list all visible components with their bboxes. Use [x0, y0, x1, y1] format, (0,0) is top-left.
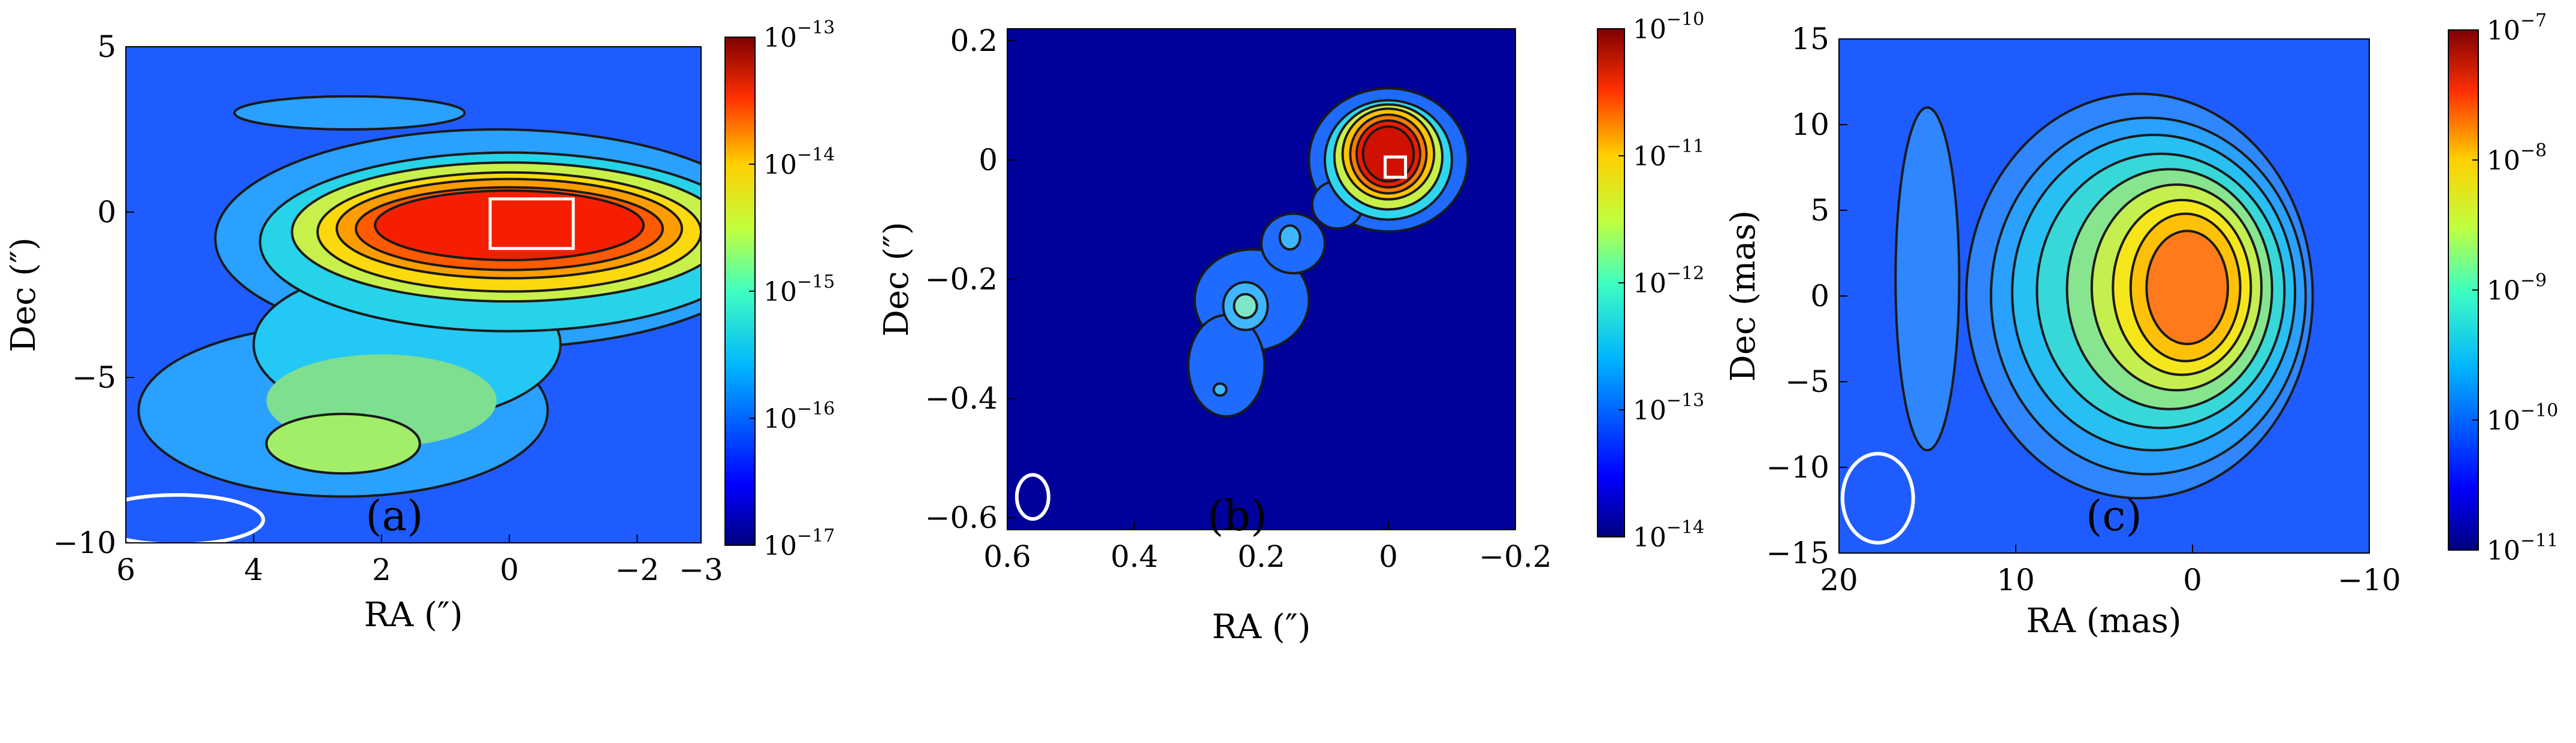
x-tick-label: −10: [2338, 563, 2401, 597]
x-tick-label: 0.6: [983, 539, 1031, 574]
x-tick-label: 4: [244, 552, 263, 587]
colorbar-tick-label: 10−9: [2487, 270, 2547, 306]
x-tick-label: 0.4: [1110, 539, 1158, 574]
y-tick-label: −10: [1766, 450, 1829, 485]
x-tick-label: 0: [500, 552, 519, 587]
contour-level-8: [1278, 224, 1301, 251]
y-tick-label: 0.2: [950, 23, 998, 58]
y-tick-label: −15: [1766, 536, 1829, 570]
panel-label-b: (b): [1207, 491, 1267, 540]
colorbar-tick-label: 10−12: [1633, 263, 1704, 299]
plot-frame: [125, 46, 702, 543]
panel-a: 6 4 2 0 −2 −3 5 0 −5 −10 RA (″) Dec (″) 10−17 10−16 10…: [0, 0, 859, 743]
x-tick-label: 0: [2183, 563, 2202, 597]
y-axis-label: Dec (mas): [1724, 210, 1763, 382]
y-tick-label: −10: [53, 525, 116, 560]
x-tick-label: −0.2: [1479, 539, 1551, 574]
y-tick-label: 15: [1791, 22, 1829, 56]
x-tick-label: 6: [116, 552, 135, 587]
x-tick-label: 0: [1379, 539, 1398, 574]
colorbar-tick-label: 10−16: [763, 398, 835, 434]
x-tick-label: −3: [679, 552, 723, 587]
chart-a: 6 4 2 0 −2 −3 5 0 −5 −10 RA (″) Dec (″) 10−17 10−16 10…: [4, 17, 835, 635]
colorbar-tick-label: 10−7: [2487, 10, 2547, 46]
contour-level-1: [1894, 106, 1961, 452]
beam-ellipse: [1014, 473, 1050, 521]
panel-label-c: (c): [2086, 491, 2142, 540]
colorbar-tick-label: 10−10: [1633, 9, 1704, 45]
x-tick-label: −2: [615, 552, 659, 587]
colorbar-tick-label: 10−15: [763, 271, 835, 307]
colorbar-tick-label: 10−11: [1633, 136, 1704, 172]
y-tick-label: −5: [72, 360, 116, 395]
contour-level-15: [1361, 125, 1415, 183]
panel-c: 20 10 0 −10 15 10 5 0 −5 −10 −15 RA (mas) Dec (mas) 1…: [1717, 0, 2576, 743]
x-tick-label: 20: [1820, 563, 1858, 597]
contour-level-7: [265, 412, 421, 475]
y-tick-label: 5: [1810, 193, 1829, 228]
colorbar-tick-label: 10−13: [1633, 390, 1704, 426]
y-tick-label: −0.4: [925, 381, 998, 416]
beam-ellipse: [1840, 452, 1915, 545]
colorbar-tick-label: 10−8: [2487, 140, 2547, 176]
contour-layer: [1014, 87, 1469, 521]
colorbar-tick-label: 10−14: [1633, 517, 1704, 553]
x-tick-label: 10: [1997, 563, 2035, 597]
y-tick-label: 0: [97, 195, 116, 229]
x-tick-label: 0.2: [1237, 539, 1285, 574]
chart-b: 0.6 0.4 0.2 0 −0.2 0.2 0 −0.2 −0.4 −0.6 RA (″) Dec …: [877, 9, 1704, 647]
contour-level-10: [2145, 229, 2230, 346]
colorbar-tick-label: 10−17: [763, 525, 835, 561]
y-tick-label: 0: [979, 143, 998, 177]
colorbar-tick-label: 10−10: [2487, 400, 2558, 436]
y-tick-label: 10: [1791, 107, 1829, 142]
contour-layer: [126, 95, 701, 543]
contour-level-9: [1212, 382, 1228, 397]
y-axis-label: Dec (″): [877, 222, 916, 337]
colorbar-tick-label: 10−11: [2487, 530, 2558, 566]
chart-c: 20 10 0 −10 15 10 5 0 −5 −10 −15 RA (mas) Dec (mas) 1…: [1724, 10, 2558, 641]
colorbar-tick-label: 10−14: [763, 144, 835, 180]
x-axis-label: RA (″): [364, 596, 463, 635]
y-tick-label: −5: [1785, 364, 1829, 399]
panel-label-a: (a): [366, 491, 424, 540]
colorbar-tick-label: 10−13: [763, 17, 835, 53]
x-axis-label: RA (mas): [2026, 602, 2181, 641]
y-axis-label: Dec (″): [4, 237, 43, 352]
x-tick-label: 2: [372, 552, 391, 587]
contour-level-3: [1187, 313, 1266, 418]
marker-box: [1384, 155, 1408, 179]
contour-level-12: [374, 189, 645, 262]
y-tick-label: 0: [1810, 279, 1829, 313]
contour-level-7: [1233, 292, 1258, 319]
panel-b: 0.6 0.4 0.2 0 −0.2 0.2 0 −0.2 −0.4 −0.6 RA (″) Dec …: [859, 0, 1717, 743]
y-tick-label: 5: [97, 29, 116, 64]
y-tick-label: −0.2: [925, 262, 998, 297]
beam-ellipse: [126, 493, 265, 543]
marker-box: [488, 197, 575, 250]
contour-layer: [1840, 92, 2314, 545]
contour-level-3: [233, 95, 466, 131]
y-tick-label: −0.6: [925, 500, 998, 535]
x-axis-label: RA (″): [1212, 608, 1310, 647]
